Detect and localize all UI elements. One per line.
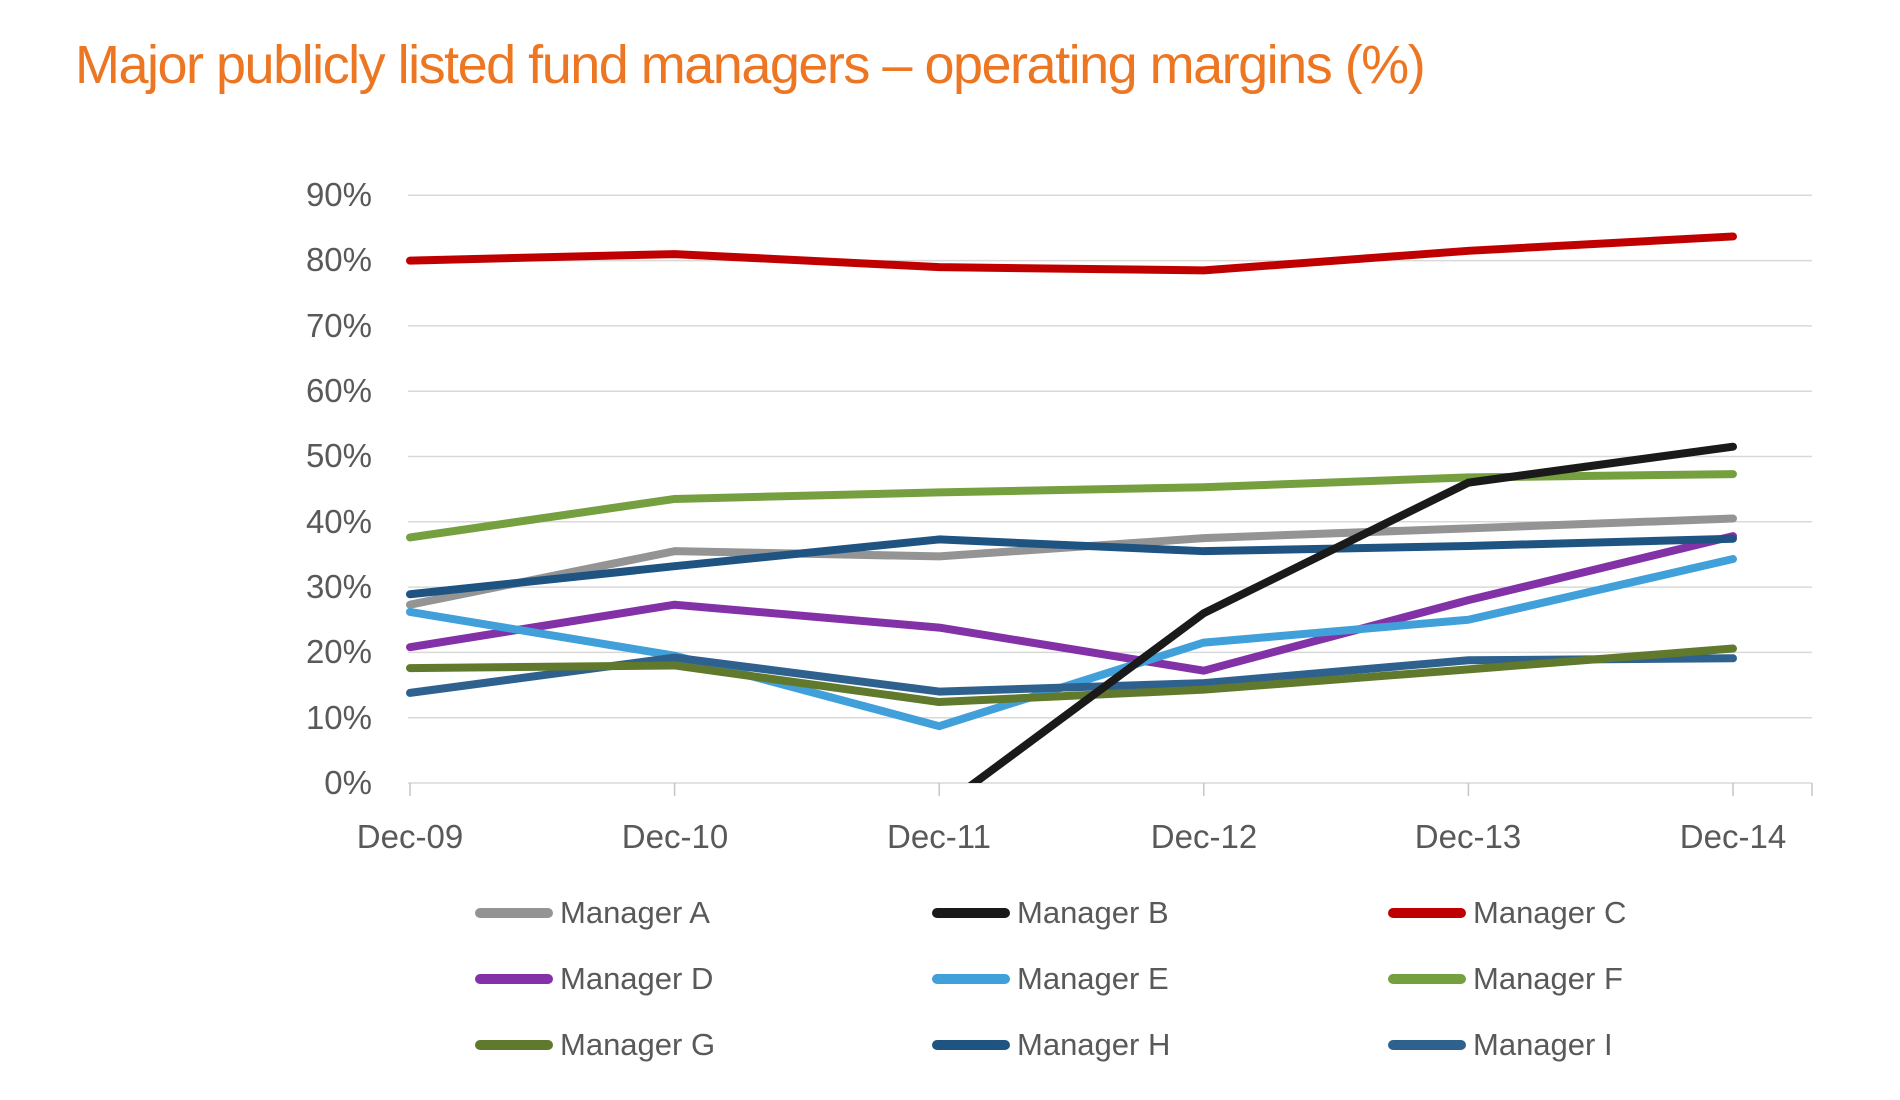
legend-label: Manager I bbox=[1473, 1027, 1613, 1062]
legend-label: Manager B bbox=[1017, 895, 1169, 930]
x-tick-label: Dec-10 bbox=[621, 818, 729, 855]
y-tick-label: 60% bbox=[305, 372, 372, 409]
legend-item: Manager I bbox=[1388, 1027, 1818, 1063]
legend-swatch bbox=[475, 908, 553, 918]
legend-swatch bbox=[1388, 1040, 1466, 1050]
x-tick-label: Dec-11 bbox=[887, 818, 991, 855]
legend-label: Manager C bbox=[1473, 895, 1627, 930]
y-tick-label: 70% bbox=[305, 307, 372, 344]
y-tick-label: 20% bbox=[305, 633, 372, 670]
x-tick-label: Dec-09 bbox=[356, 818, 464, 855]
legend-swatch bbox=[932, 908, 1010, 918]
legend-swatch bbox=[1388, 908, 1466, 918]
legend-item: Manager H bbox=[932, 1027, 1388, 1063]
chart-title: Major publicly listed fund managers – op… bbox=[75, 35, 1426, 95]
legend-item: Manager F bbox=[1388, 961, 1818, 997]
legend-item: Manager G bbox=[475, 1027, 932, 1063]
legend-label: Manager E bbox=[1017, 961, 1169, 996]
legend-label: Manager A bbox=[560, 895, 710, 930]
y-tick-label: 0% bbox=[324, 764, 372, 801]
legend-label: Manager H bbox=[1017, 1027, 1171, 1062]
legend-swatch bbox=[932, 974, 1010, 984]
legend-item: Manager E bbox=[932, 961, 1388, 997]
y-tick-label: 50% bbox=[305, 437, 372, 474]
legend-label: Manager F bbox=[1473, 961, 1623, 996]
legend-item: Manager D bbox=[475, 961, 932, 997]
y-tick-label: 10% bbox=[305, 699, 372, 736]
legend-label: Manager D bbox=[560, 961, 714, 996]
legend-swatch bbox=[475, 1040, 553, 1050]
x-tick-label: Dec-12 bbox=[1150, 818, 1258, 855]
y-tick-label: 40% bbox=[305, 503, 372, 540]
chart-legend: Manager A Manager B Manager C Manager D … bbox=[475, 880, 1818, 1078]
legend-swatch bbox=[475, 974, 553, 984]
y-tick-label: 90% bbox=[305, 176, 372, 213]
legend-item: Manager B bbox=[932, 895, 1388, 931]
legend-label: Manager G bbox=[560, 1027, 716, 1062]
legend-item: Manager C bbox=[1388, 895, 1818, 931]
x-tick-label: Dec-13 bbox=[1414, 818, 1522, 855]
y-tick-label: 80% bbox=[305, 241, 372, 278]
legend-swatch bbox=[1388, 974, 1466, 984]
legend-swatch bbox=[932, 1040, 1010, 1050]
x-tick-label: Dec-14 bbox=[1679, 818, 1787, 855]
legend-item: Manager A bbox=[475, 895, 932, 931]
y-tick-label: 30% bbox=[305, 568, 372, 605]
